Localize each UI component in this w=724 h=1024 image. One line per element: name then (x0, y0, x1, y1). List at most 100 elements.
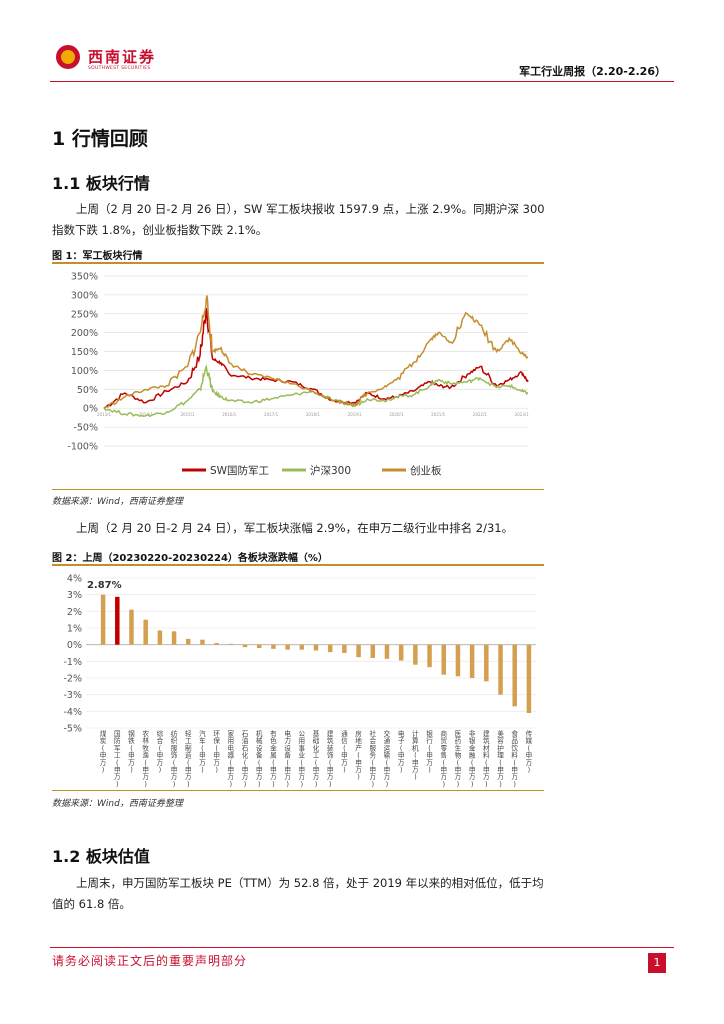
category-label-char: 通 (384, 736, 391, 745)
category-label-char: 械 (256, 736, 263, 745)
highlight-data-label: 2.87% (87, 580, 122, 591)
category-label-char: 化 (242, 751, 249, 760)
category-label-char: 万 (100, 759, 107, 767)
y-tick-label: 2% (67, 607, 82, 618)
figure-1-source: 数据来源：Wind，西南证券整理 (52, 497, 183, 507)
category-label-char: 万 (213, 759, 220, 767)
bar (356, 644, 361, 658)
category-label-char: ) (499, 780, 502, 788)
bar (526, 644, 532, 713)
x-tick-label: 2020/1 (389, 412, 404, 417)
category-label-char: ( (244, 759, 247, 767)
category-label-char: ) (215, 766, 218, 774)
category-label-char: 护 (497, 743, 504, 752)
bar (214, 643, 219, 645)
y-tick-label: -5% (64, 724, 83, 735)
bar (285, 644, 290, 650)
category-label-char: 工 (185, 737, 192, 745)
series-line-3 (103, 295, 528, 409)
category-label-char: 申 (483, 765, 490, 774)
category-label-char: 媒 (526, 736, 533, 745)
category-label-char: 业 (299, 751, 306, 760)
category-label-char: 机 (256, 729, 263, 738)
category-label-char: ( (442, 759, 445, 767)
category-label-char: ) (400, 766, 403, 774)
category-label-char: 地 (355, 736, 362, 745)
category-label-char: 医 (455, 730, 462, 738)
category-label-char: 军 (114, 744, 121, 752)
y-tick-label: 200% (71, 328, 98, 339)
category-label-char: 饰 (327, 751, 334, 760)
category-label-char: 申 (412, 758, 419, 767)
y-tick-label: -2% (64, 674, 83, 685)
x-tick-label: 2021/1 (431, 412, 446, 417)
category-label-char: 色 (270, 736, 277, 745)
category-label-char: 申 (384, 765, 391, 774)
category-label-char: ) (201, 766, 204, 774)
y-tick-label: -50% (73, 423, 98, 434)
legend-label: 创业板 (410, 464, 442, 477)
category-label-char: 品 (511, 737, 518, 745)
bar (313, 644, 319, 651)
category-label-char: ( (471, 759, 474, 767)
category-label-char: 万 (199, 759, 206, 767)
bar (398, 644, 404, 661)
bar (370, 644, 376, 658)
category-label-char: 国 (114, 730, 121, 738)
category-label-char: 林 (142, 736, 149, 745)
category-label-char: 零 (440, 744, 447, 752)
bar (186, 638, 191, 645)
category-label-char: 万 (426, 759, 433, 767)
bar (384, 644, 390, 659)
category-label-char: 通 (341, 729, 348, 738)
category-label-char: 车 (199, 736, 206, 745)
category-label-char: ) (386, 780, 389, 788)
y-tick-label: -1% (64, 657, 83, 668)
line-chart-military-index: -100% -50% 0% 50% 100% 150% 200% 250% 300% 350% 20… (67, 272, 529, 478)
y-tick-label: -100% (67, 442, 98, 453)
category-label-char: 防 (114, 736, 121, 745)
category-label-char: 贸 (440, 736, 447, 745)
category-label-char: 汽 (199, 729, 206, 738)
category-label-char: 煤 (100, 729, 107, 738)
category-label-char: 传 (526, 729, 533, 738)
category-label-char: 申 (228, 765, 235, 774)
category-label-char: 农 (142, 729, 149, 738)
category-label-char: ) (187, 780, 190, 788)
category-label-char: 万 (228, 773, 235, 781)
bar (455, 644, 461, 677)
bar (342, 644, 347, 653)
paragraph-ranking: 上周（2 月 20 日-2 月 24 日），军工板块涨幅 2.9%，在申万二级行… (76, 521, 514, 535)
category-label-char: ) (116, 780, 119, 788)
category-label-char: 用 (228, 737, 235, 745)
category-label-char: ( (144, 759, 147, 767)
category-label-char: 申 (114, 765, 121, 774)
category-label-char: 制 (185, 743, 192, 752)
figure-2-title: 图 2：上周（20230220-20230224）各板块涨跌幅（%） (52, 553, 328, 564)
report-title: 军工行业周报（2.20-2.26） (519, 65, 666, 78)
figure-2-bottom-rule (52, 790, 544, 791)
category-label-char: 饮 (511, 743, 518, 752)
y-tick-label: 3% (67, 590, 82, 601)
figure-1-title: 图 1：军工板块行情 (52, 251, 143, 262)
category-label-char: 非 (469, 729, 476, 738)
category-label-char: 银 (469, 736, 476, 745)
category-label-char: 织 (171, 736, 178, 745)
bar (427, 644, 432, 668)
bar (143, 619, 148, 645)
category-label-char: 申 (426, 751, 433, 760)
category-label-char: 环 (213, 730, 220, 738)
category-label-char: 会 (369, 736, 376, 745)
category-label-char: 万 (313, 773, 320, 781)
category-label-char: 申 (355, 758, 362, 767)
bar (171, 631, 177, 645)
category-label-char: 万 (469, 773, 476, 781)
y-tick-label: 50% (77, 385, 98, 396)
category-label-char: 申 (369, 765, 376, 774)
category-label-char: 申 (284, 765, 291, 774)
category-label-char: ( (357, 752, 360, 760)
category-label-char: 万 (341, 759, 348, 767)
category-label-char: 运 (384, 744, 391, 752)
category-label-char: ) (471, 780, 474, 788)
category-label-char: 万 (171, 773, 178, 781)
